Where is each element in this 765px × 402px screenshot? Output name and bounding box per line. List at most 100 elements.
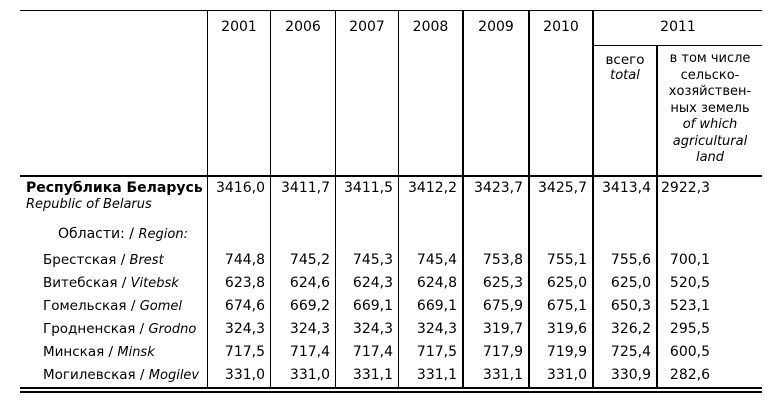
value-cell: 331,0 [270,364,335,387]
value-cell: 3425,7 [528,177,592,219]
value-cell: 324,3 [207,318,270,341]
table-row-vitebsk: Витебская / Vitebsk 623,8 624,6 624,3 624,8 6… [20,272,762,295]
value-cell: 319,6 [528,318,592,341]
value-cell: 319,7 [462,318,528,341]
header-stub-cell [20,11,207,175]
value-cell: 717,9 [462,341,528,364]
header-year-2011: 2011 [594,11,762,46]
value-cell: 745,2 [270,249,335,272]
table-row-minsk: Минская / Minsk 717,5 717,4 717,4 717,5 717,9… [20,341,762,364]
value-cell: 753,8 [462,249,528,272]
value-cell: 331,0 [207,364,270,387]
row-label-en: Grodno [148,322,197,337]
value-cell: 324,3 [270,318,335,341]
header-year-2001: 2001 [207,11,270,175]
header-agri-line-ru: сельско- [680,67,740,83]
value-cell: 650,3 [592,295,656,318]
value-cell: 330,9 [592,364,656,387]
value-cell [656,219,762,249]
table-header: 2001 2006 2007 2008 2009 2010 2011 всего tota… [20,11,762,177]
value-cell: 669,2 [270,295,335,318]
value-cell: 624,8 [398,272,462,295]
table-bottom-rule [20,387,762,393]
header-agricultural-cell: в том числе сельско-хозяйствен-ных земель… [656,46,762,175]
row-label-en: Brest [129,253,164,268]
value-cell [398,219,462,249]
value-cell: 624,3 [335,272,398,295]
row-label-ru: Области: [58,226,125,242]
value-cell [207,219,270,249]
value-cell: 324,3 [335,318,398,341]
row-label-en: Minsk [117,345,155,360]
row-label-vitebsk: Витебская / Vitebsk [20,272,207,295]
value-cell: 675,9 [462,295,528,318]
row-label-en: Region: [138,227,188,242]
value-cell: 520,5 [656,272,762,295]
value-cell: 625,0 [528,272,592,295]
header-agri-line-en: of which [682,117,738,132]
header-agri-line-en: land [695,150,725,165]
table-row-region: Области: / Region: [20,219,762,249]
value-cell: 625,3 [462,272,528,295]
table-row-mogilev: Могилевская / Mogilev 331,0 331,0 331,1 331,… [20,364,762,387]
value-cell: 669,1 [335,295,398,318]
header-2011-subcolumns: всего total в том числе сельско-хозяйстве… [594,46,762,175]
header-agri-line-ru: в том числе [669,51,751,66]
value-cell: 717,5 [398,341,462,364]
header-total-label-ru: всего [605,52,645,68]
value-cell: 523,1 [656,295,762,318]
row-label-separator: / [117,275,131,291]
value-cell: 3413,4 [592,177,656,219]
row-label-separator: / [126,298,140,314]
value-cell: 600,5 [656,341,762,364]
value-cell: 674,6 [207,295,270,318]
value-cell: 717,4 [335,341,398,364]
header-agri-line-ru: хозяйствен- [668,84,752,99]
value-cell: 669,1 [398,295,462,318]
value-cell: 324,3 [398,318,462,341]
row-label-separator: / [135,321,149,337]
header-total-label-en: total [610,68,640,83]
value-cell [270,219,335,249]
row-label-mogilev: Могилевская / Mogilev [20,364,207,387]
value-cell: 3411,5 [335,177,398,219]
value-cell [462,219,528,249]
row-label-en: Vitebsk [130,276,179,291]
value-cell: 331,1 [398,364,462,387]
value-cell: 3412,2 [398,177,462,219]
value-cell: 295,5 [656,318,762,341]
value-cell: 719,9 [528,341,592,364]
value-cell: 745,4 [398,249,462,272]
header-year-2008: 2008 [398,11,462,175]
value-cell: 3416,0 [207,177,270,219]
value-cell: 331,0 [528,364,592,387]
row-label-ru: Гродненская [43,321,136,337]
land-area-table: 2001 2006 2007 2008 2009 2010 2011 всего tota… [20,10,762,393]
header-total-cell: всего total [594,46,656,175]
row-label-region: Области: / Region: [20,219,207,249]
row-label-brest: Брестская / Brest [20,249,207,272]
value-cell: 3411,7 [270,177,335,219]
row-label-grodno: Гродненская / Grodno [20,318,207,341]
row-label-separator: / [104,344,118,360]
value-cell: 725,4 [592,341,656,364]
table-row-republic-of-belarus: Республика Беларусь Republic of Belarus 34… [20,177,762,219]
row-label-ru: Гомельская [43,298,127,314]
header-year-2010: 2010 [528,11,592,175]
row-label-republic-of-belarus: Республика Беларусь Republic of Belarus [20,177,207,219]
header-agri-line-en: agricultural [672,133,748,149]
table-body: Республика Беларусь Republic of Belarus 34… [20,177,762,387]
value-cell: 755,6 [592,249,656,272]
row-label-en: Mogilev [148,368,200,383]
row-label-separator: / [135,367,149,383]
value-cell [592,219,656,249]
row-label-ru: Могилевская [43,367,136,383]
header-year-2007: 2007 [335,11,398,175]
row-label-en: Gomel [139,299,182,314]
value-cell: 331,1 [462,364,528,387]
header-agri-line-ru: ных земель [670,100,750,116]
row-label-separator: / [124,226,139,242]
value-cell: 623,8 [207,272,270,295]
value-cell: 3423,7 [462,177,528,219]
